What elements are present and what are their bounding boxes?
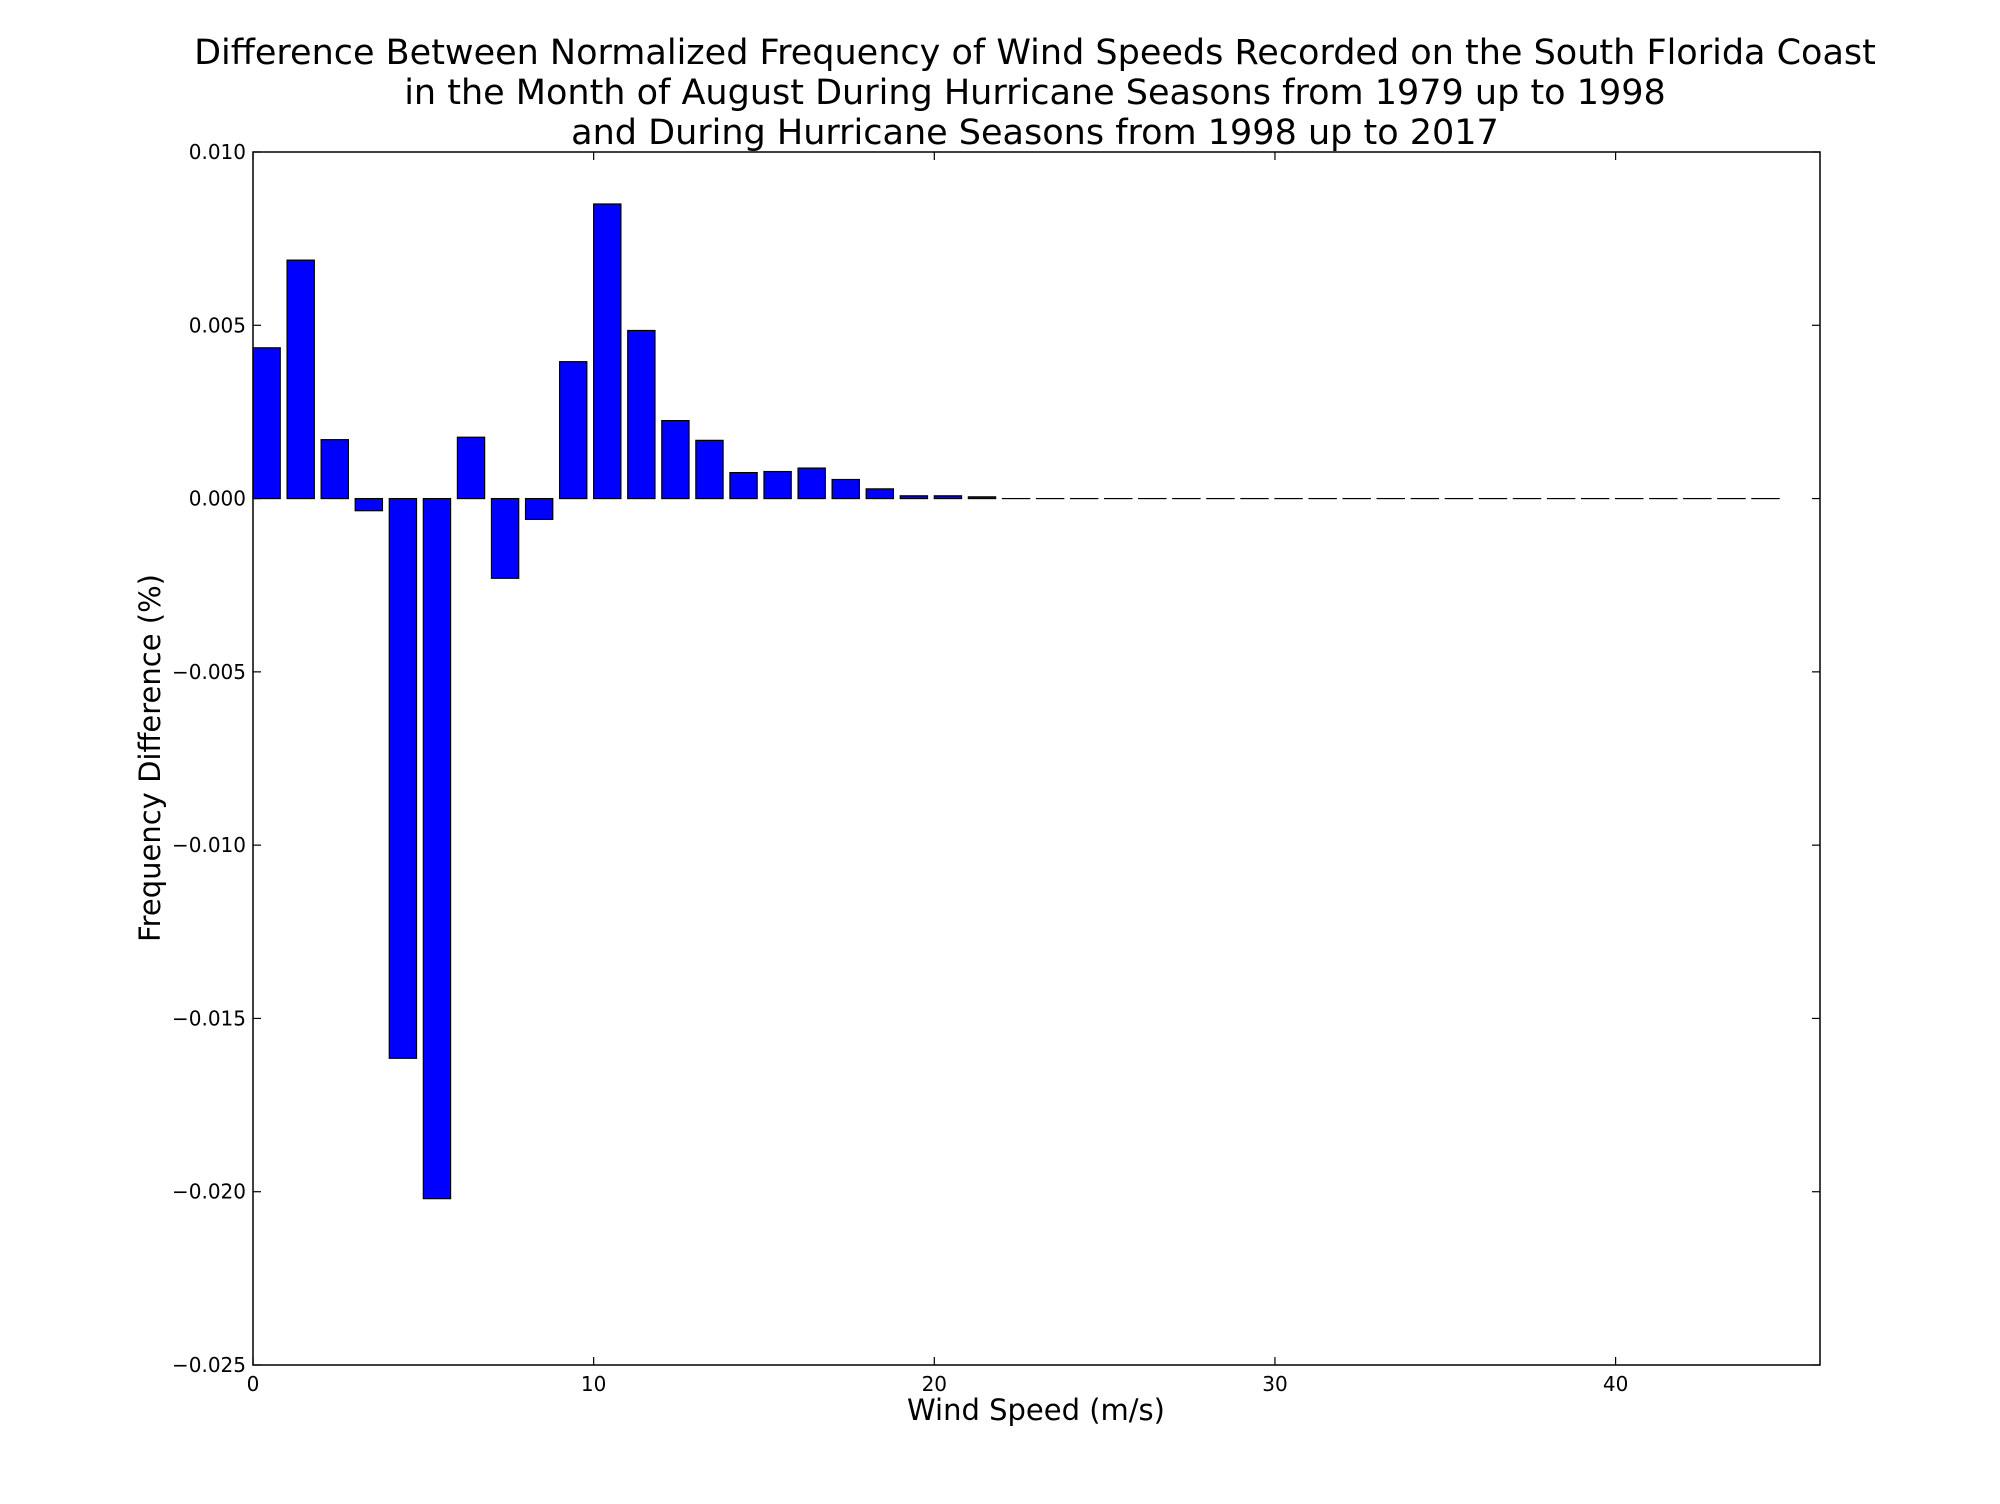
bar-2 xyxy=(321,440,348,499)
bar-8 xyxy=(526,499,553,520)
bar-16 xyxy=(798,468,825,498)
x-axis-label: Wind Speed (m/s) xyxy=(907,1393,1165,1427)
y-tick-label: −0.005 xyxy=(172,660,246,684)
bar-10 xyxy=(594,204,621,499)
bar-18 xyxy=(866,489,893,499)
bar-14 xyxy=(730,473,757,499)
bar-1 xyxy=(287,260,314,498)
bar-19 xyxy=(900,496,927,499)
bars-group xyxy=(253,204,1779,1199)
bar-20 xyxy=(934,496,961,499)
bar-13 xyxy=(696,440,723,498)
bar-6 xyxy=(457,437,484,498)
chart-title-line-1: Difference Between Normalized Frequency … xyxy=(194,33,1876,73)
y-tick-label: −0.015 xyxy=(172,1006,246,1030)
y-tick-label: −0.025 xyxy=(172,1353,246,1377)
x-tick-label: 30 xyxy=(1262,1372,1287,1396)
y-tick-label: 0.000 xyxy=(189,487,246,511)
x-tick-label: 0 xyxy=(247,1372,260,1396)
bar-15 xyxy=(764,472,791,499)
chart-title-line-3: and During Hurricane Seasons from 1998 u… xyxy=(571,113,1499,153)
bar-5 xyxy=(423,499,450,1199)
bar-3 xyxy=(355,499,382,511)
x-tick-label: 40 xyxy=(1603,1372,1628,1396)
y-axis-label: Frequency Difference (%) xyxy=(133,574,167,942)
chart-title-line-2: in the Month of August During Hurricane … xyxy=(404,73,1666,113)
bar-12 xyxy=(662,421,689,499)
bar-4 xyxy=(389,499,416,1059)
bar-0 xyxy=(253,348,280,499)
bar-21 xyxy=(968,497,995,499)
bar-9 xyxy=(560,362,587,499)
bar-11 xyxy=(628,330,655,498)
y-tick-label: −0.020 xyxy=(172,1180,246,1204)
y-tick-label: −0.010 xyxy=(172,833,246,857)
x-tick-label: 10 xyxy=(581,1372,606,1396)
bar-7 xyxy=(491,499,518,579)
y-tick-label: 0.010 xyxy=(189,140,246,164)
y-tick-label: 0.005 xyxy=(189,313,246,337)
plot-frame xyxy=(253,152,1820,1365)
bar-17 xyxy=(832,480,859,499)
